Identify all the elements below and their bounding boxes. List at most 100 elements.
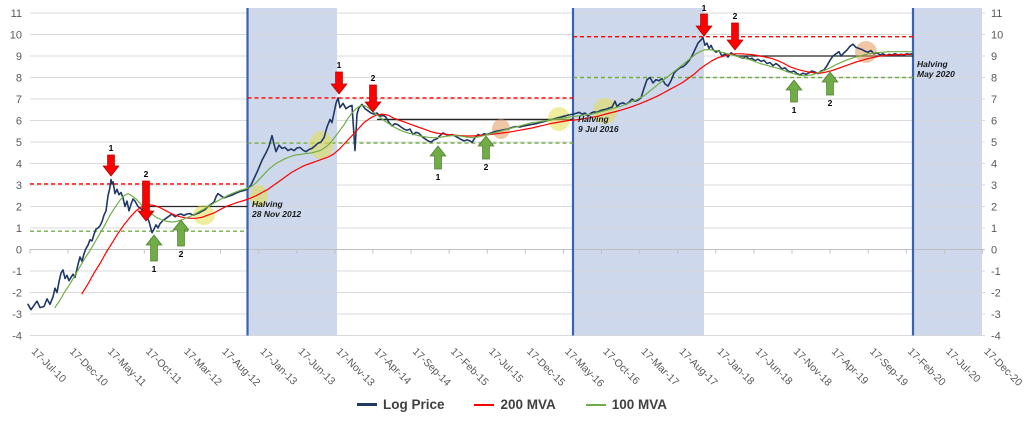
- y-axis-label-right: 2: [991, 201, 997, 213]
- y-axis-label-left: 6: [16, 115, 22, 127]
- x-axis-label: 17-Feb-15: [448, 346, 491, 389]
- legend-label-100-mva: 100 MVA: [611, 397, 668, 412]
- y-axis-label-left: 1: [16, 223, 22, 235]
- post-halving-2016-band: [573, 8, 704, 336]
- x-axis-label: 17-Oct-16: [600, 346, 642, 388]
- sell-signal-number: 1: [337, 60, 342, 70]
- sell-signal-number: 2: [733, 11, 738, 21]
- x-axis-label: 17-Nov-13: [334, 346, 377, 389]
- y-axis-label-right: 3: [991, 180, 997, 192]
- y-axis-label-right: 8: [991, 72, 997, 84]
- x-axis-label: 17-Mar-12: [181, 346, 224, 389]
- y-axis-label-left: 10: [10, 29, 22, 41]
- sell-signal-number: 1: [702, 3, 707, 13]
- buy-signal-arrow-icon-6: [821, 71, 839, 96]
- log-price-line: [27, 36, 913, 311]
- y-axis-label-right: 4: [991, 158, 997, 170]
- chart-canvas: -4 -4-3 -3-2 -2-1 -10 01 12 23 34 45 56 67 78 89 910 10…: [10, 3, 1024, 390]
- buy-signal-number: 1: [792, 105, 797, 115]
- y-axis-label-right: -4: [991, 330, 1001, 342]
- buy-signal-number: 2: [484, 162, 489, 172]
- x-axis-label: 17-Jan-18: [715, 346, 757, 388]
- x-axis-label: 17-Jul-10: [29, 346, 69, 386]
- x-axis-label: 17-Oct-11: [143, 346, 184, 387]
- y-axis-label-right: 0: [991, 244, 997, 256]
- buy-signal-number: 2: [179, 249, 184, 259]
- y-axis-label-left: -3: [12, 309, 22, 321]
- x-axis-label: 17-May-16: [562, 346, 606, 390]
- sell-signal-number: 2: [371, 73, 376, 83]
- y-axis-label-left: 11: [11, 8, 22, 20]
- x-axis-label: 17-Nov-18: [791, 346, 834, 389]
- buy-signal-arrow-icon-3: [429, 145, 447, 170]
- sell-signal-arrow-icon-6: [726, 22, 744, 51]
- y-axis-label-left: 3: [16, 180, 22, 192]
- legend-swatch-100-mva-icon: [585, 403, 606, 406]
- x-axis-label: 17-Jul-15: [486, 346, 526, 386]
- mva-200-line: [81, 53, 911, 295]
- legend-label-200-mva: 200 MVA: [500, 397, 556, 412]
- y-axis-label-right: 7: [991, 94, 997, 106]
- post-halving-2020-band: [913, 8, 982, 336]
- halving-2020-annotation: Halving May 2020: [917, 59, 955, 79]
- y-axis-label-right: 1: [991, 223, 997, 235]
- buy-signal-arrow-icon-4: [477, 135, 495, 160]
- y-axis-label-left: 5: [16, 137, 22, 149]
- highlight-circle-2: [250, 185, 268, 207]
- x-axis-label: 17-Dec-10: [67, 346, 110, 389]
- y-axis-label-right: 11: [991, 8, 1002, 20]
- legend-label-log-price: Log Price: [382, 397, 445, 412]
- y-axis-label-left: 4: [16, 158, 22, 170]
- x-axis-label: 17-Sep-14: [410, 346, 453, 389]
- sell-signal-number: 2: [144, 169, 149, 179]
- x-axis-label: 17-Aug-12: [219, 346, 262, 389]
- highlight-circle-3: [309, 131, 333, 159]
- y-axis-label-right: -3: [991, 309, 1001, 321]
- y-axis-label-right: 5: [991, 137, 997, 149]
- y-axis-label-right: 10: [991, 29, 1003, 41]
- y-axis-label-left: 9: [16, 51, 22, 63]
- chart-legend: Log Price 200 MVA 100 MVA: [0, 397, 1024, 412]
- sell-signal-arrow-icon-4: [364, 84, 382, 113]
- x-axis-label: 17-Jan-13: [257, 346, 299, 388]
- buy-signal-number: 1: [152, 264, 157, 274]
- y-axis-label-left: 2: [16, 201, 22, 213]
- legend-swatch-log-price-icon: [356, 403, 377, 406]
- x-axis-label: 17-Dec-20: [981, 346, 1024, 389]
- y-axis-label-left: -2: [12, 287, 22, 299]
- sell-signal-arrow-icon-1: [102, 154, 120, 177]
- y-axis-label-left: -1: [12, 266, 22, 278]
- halving-2016-annotation: Halving 9 Jul 2016: [578, 114, 619, 134]
- highlight-circle-1: [193, 205, 215, 225]
- legend-swatch-200-mva-icon: [474, 403, 495, 406]
- sell-signal-number: 1: [109, 143, 114, 153]
- x-axis-label: 17-Jul-20: [943, 346, 983, 386]
- y-axis-label-right: 6: [991, 115, 997, 127]
- x-axis-label: 17-Feb-20: [905, 346, 948, 389]
- x-axis-label: 17-Mar-17: [638, 346, 681, 389]
- y-axis-label-left: 0: [16, 244, 22, 256]
- buy-signal-number: 2: [828, 98, 833, 108]
- buy-signal-arrow-icon-5: [785, 79, 803, 103]
- y-axis-label-right: -2: [991, 287, 1001, 299]
- x-axis-label: 17-Apr-14: [372, 346, 414, 388]
- sell-signal-arrow-icon-2: [137, 180, 155, 222]
- buy-signal-number: 1: [436, 172, 441, 182]
- y-axis-label-left: 7: [16, 94, 22, 106]
- buy-signal-arrow-icon-1: [145, 234, 163, 262]
- x-axis-label: 17-May-11: [105, 346, 149, 390]
- x-axis-label: 17-Apr-19: [829, 346, 871, 388]
- x-axis-label: 17-Jun-13: [296, 346, 338, 388]
- y-axis-label-right: -1: [991, 266, 1001, 278]
- mva-100-line: [54, 48, 913, 309]
- halving-2012-annotation: Halving 28 Nov 2012: [251, 199, 301, 219]
- x-axis-label: 17-Dec-15: [524, 346, 567, 389]
- sell-signal-arrow-icon-3: [330, 71, 348, 95]
- legend-item-200-mva: 200 MVA: [474, 397, 556, 412]
- legend-item-100-mva: 100 MVA: [585, 397, 668, 412]
- x-axis-label: 17-Jun-18: [753, 346, 795, 388]
- x-axis-label: 17-Aug-17: [677, 346, 720, 389]
- buy-signal-arrow-icon-2: [172, 219, 190, 247]
- y-axis-label-left: -4: [12, 330, 22, 342]
